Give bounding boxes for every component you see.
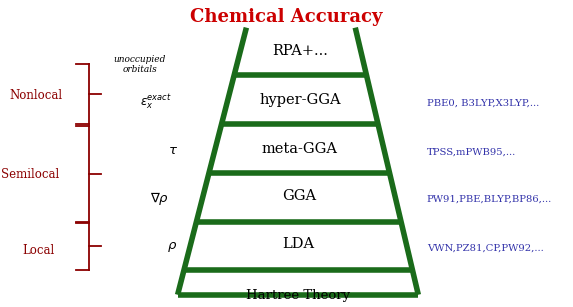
Text: $\varepsilon_x^{exact}$: $\varepsilon_x^{exact}$ — [140, 93, 172, 112]
Text: $\nabla\rho$: $\nabla\rho$ — [150, 190, 169, 208]
Text: VWN,PZ81,CP,PW92,...: VWN,PZ81,CP,PW92,... — [427, 243, 544, 252]
Text: Local: Local — [23, 244, 55, 257]
Polygon shape — [178, 75, 418, 295]
Text: PW91,PBE,BLYP,BP86,...: PW91,PBE,BLYP,BP86,... — [427, 195, 552, 204]
Text: PBE0, B3LYP,X3LYP,...: PBE0, B3LYP,X3LYP,... — [427, 98, 539, 107]
Text: Chemical Accuracy: Chemical Accuracy — [190, 8, 383, 26]
Polygon shape — [184, 28, 413, 270]
Polygon shape — [197, 173, 401, 222]
Text: RPA+...: RPA+... — [273, 44, 328, 58]
Text: TPSS,mPWB95,...: TPSS,mPWB95,... — [427, 147, 516, 157]
Text: GGA: GGA — [282, 189, 316, 204]
Polygon shape — [209, 124, 390, 173]
Text: $\rho$: $\rho$ — [167, 240, 178, 254]
Text: LDA: LDA — [282, 237, 315, 251]
Polygon shape — [222, 75, 378, 124]
Polygon shape — [184, 222, 413, 270]
Text: Semilocal: Semilocal — [1, 169, 59, 181]
Text: meta-GGA: meta-GGA — [261, 142, 337, 156]
Text: Nonlocal: Nonlocal — [9, 89, 62, 102]
Text: hyper-GGA: hyper-GGA — [259, 93, 341, 107]
Text: unoccupied
orbitals: unoccupied orbitals — [114, 55, 166, 74]
Text: Hartree Theory: Hartree Theory — [246, 290, 350, 302]
Text: $\tau$: $\tau$ — [167, 144, 178, 157]
